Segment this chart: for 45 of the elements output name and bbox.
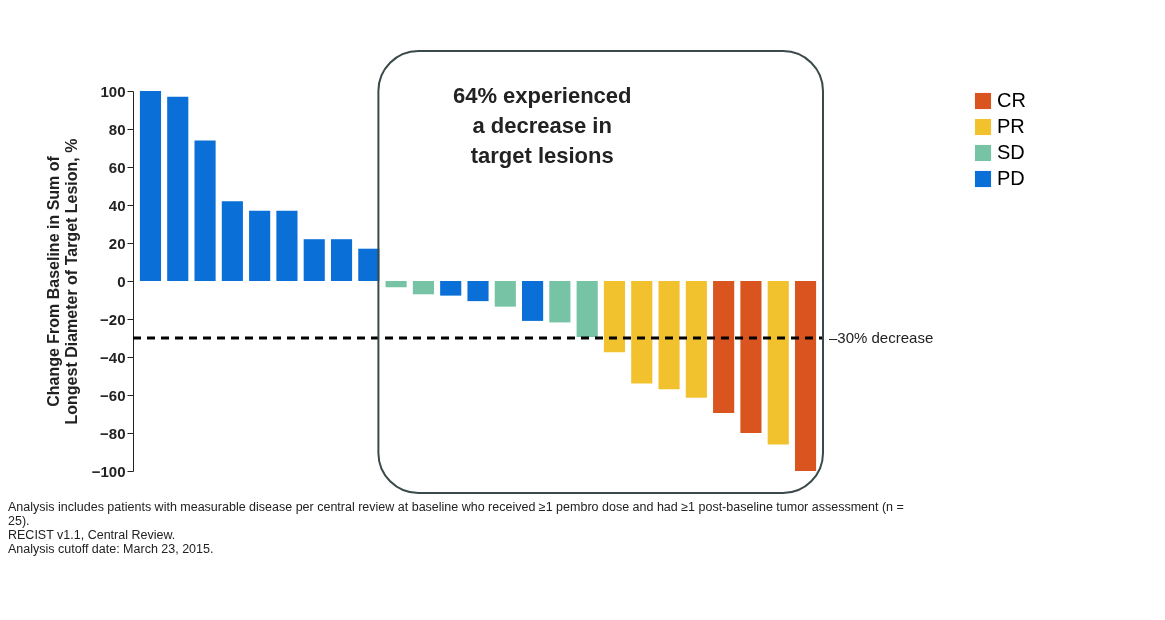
annotation: 64% experienced a decrease in target lesions (452, 83, 632, 168)
y-axis-title: Change From Baseline in Sum of Longest Diameter of Target Lesion, % (44, 138, 80, 425)
bar (139, 91, 162, 281)
bar (167, 96, 189, 281)
y-tick-label: 0 (117, 272, 126, 290)
bar (303, 239, 325, 281)
bar (767, 281, 789, 445)
bar (794, 281, 817, 471)
y-tick-label: −80 (100, 424, 126, 442)
bar (713, 281, 735, 414)
bar (685, 281, 707, 398)
y-tick-label: 60 (108, 158, 126, 176)
bar (631, 281, 653, 384)
legend-label: PD (997, 167, 1025, 189)
bar (576, 281, 598, 338)
bar (658, 281, 680, 390)
text: Analysis cutoff date: March 23, 2015. (8, 542, 215, 556)
bar (385, 281, 407, 288)
bar (522, 281, 544, 321)
bar (549, 281, 571, 323)
text: RECIST v1.1, Central Review. (8, 528, 177, 542)
bar (276, 210, 298, 281)
y-tick-label: 100 (100, 82, 126, 100)
bar (412, 281, 434, 295)
y-tick-label: 40 (108, 196, 126, 214)
legend-label: CR (997, 89, 1026, 111)
bar (740, 281, 762, 433)
bar (194, 140, 216, 281)
bar (221, 201, 243, 281)
bar (249, 210, 271, 281)
legend-label: PR (997, 115, 1025, 137)
y-tick-label: −40 (100, 348, 126, 366)
bar (467, 281, 489, 302)
y-tick-label: −100 (91, 462, 126, 480)
y-tick-label: 20 (108, 234, 126, 252)
text: Analysis includes patients with measurable disease per central review at baseline who received ≥1 pembro dose and had ≥1 post-baseline tumor assessment (n = 25). (8, 500, 905, 528)
bar (603, 281, 626, 353)
bar (440, 281, 462, 296)
y-tick-label: 80 (108, 120, 126, 138)
y-tick-label: −20 (100, 310, 126, 328)
bar (330, 239, 353, 281)
ref-line-label: –30% decrease (829, 329, 934, 346)
legend-label: SD (997, 141, 1025, 163)
y-tick-label: −60 (100, 386, 126, 404)
bar (494, 281, 516, 307)
